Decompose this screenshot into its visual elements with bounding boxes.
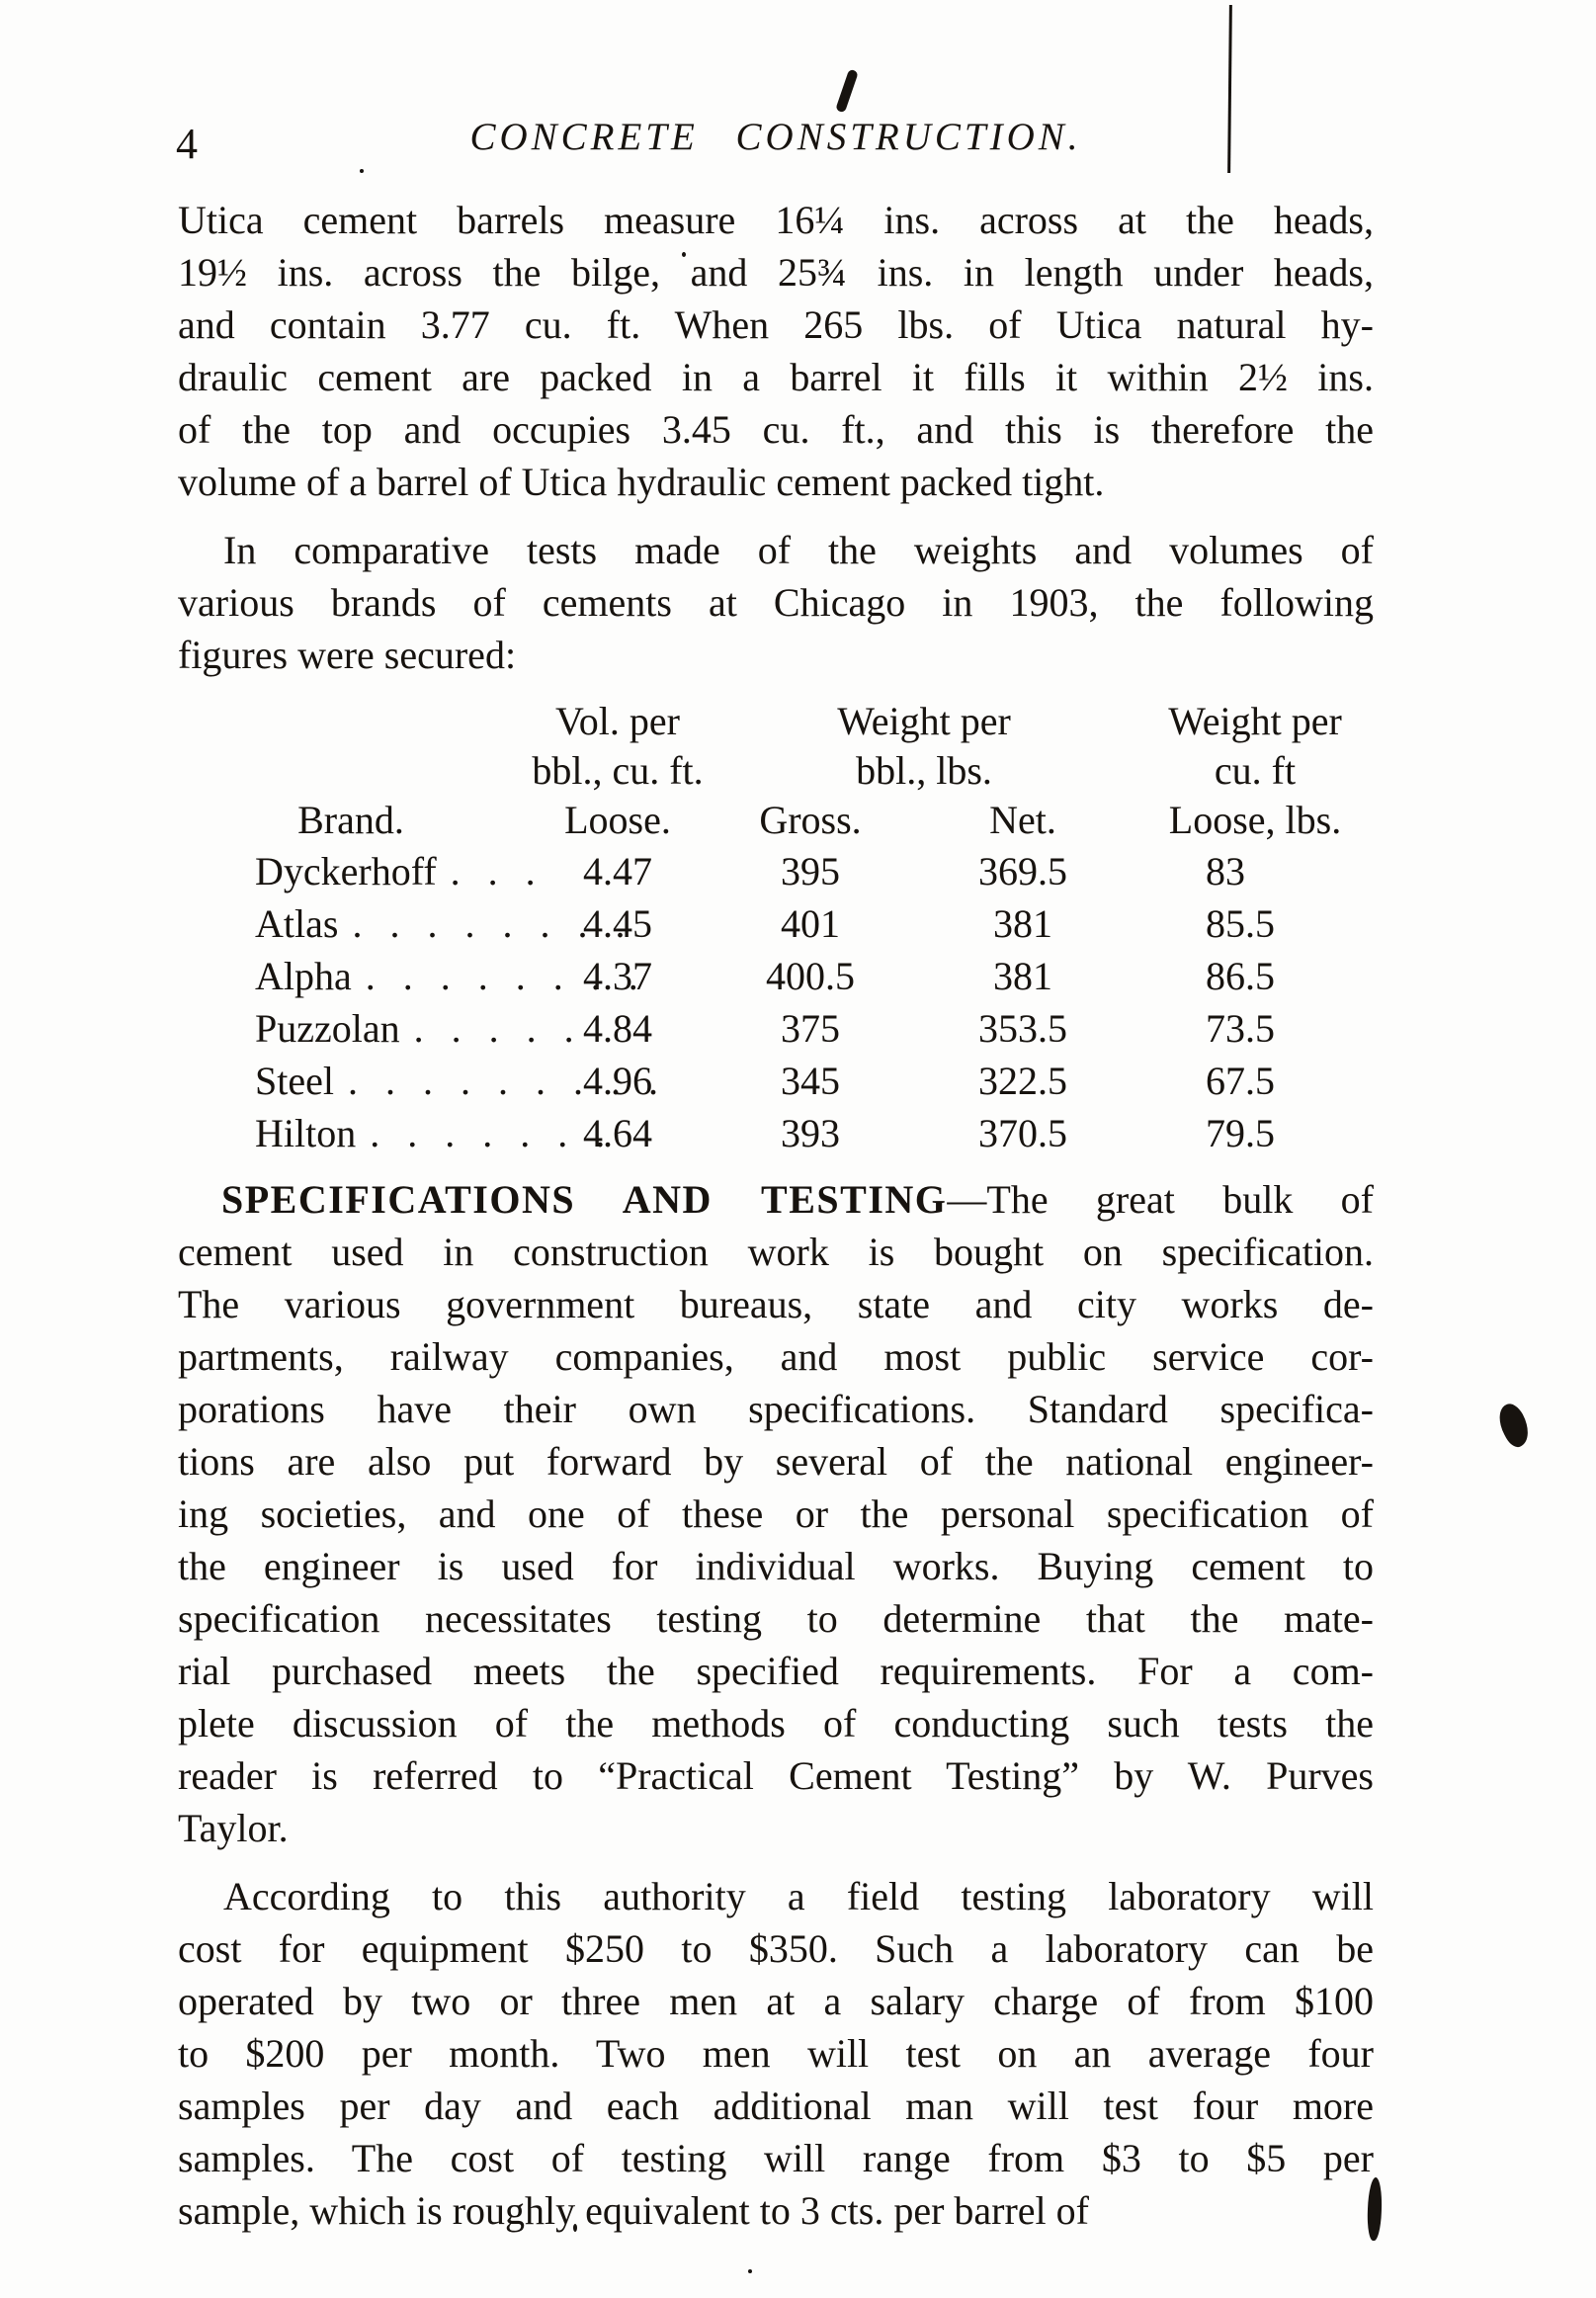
text-line: volume of a barrel of Utica hydraulic ce…	[178, 460, 1105, 504]
header-vol-per: Vol. per	[555, 699, 680, 743]
table-row: Steel. . . . . . . . . 4.96 345 322.5 67.5	[178, 1055, 1374, 1107]
cell-loose_lbs: 79.5	[1206, 1111, 1275, 1155]
cell-net: 353.5	[978, 1006, 1067, 1051]
text-line: sample, which is roughly equivalent to 3…	[178, 2188, 1089, 2233]
ink-stroke-artifact	[835, 68, 859, 114]
text-line: cost for equipment $250 to $350. Such a …	[178, 1926, 1374, 1971]
table-group-header-row-2: bbl., cu. ft. bbl., lbs. cu. ft	[178, 746, 1374, 796]
ink-speck	[682, 252, 686, 257]
ink-speck	[360, 169, 364, 173]
text-line: 19½ ins. across the bilge, and 25¾ ins. …	[178, 250, 1374, 295]
text-line: The various government bureaus, state an…	[178, 1282, 1374, 1326]
column-header-gross: Gross.	[759, 798, 862, 842]
spec-heading-rest: —The great bulk of	[947, 1177, 1374, 1222]
column-header-net: Net.	[989, 798, 1056, 842]
text-line: operated by two or three men at a salary…	[178, 1979, 1374, 2023]
text-line: figures were secured:	[178, 633, 517, 677]
table-body: Dyckerhoff. . . 4.47 395 369.5 83 Atlas. . . …	[178, 845, 1374, 1159]
cell-gross: 375	[781, 1006, 840, 1051]
header-weight-per-bbl: Weight per	[837, 699, 1011, 743]
cell-brand: Puzzolan. . . . .	[255, 1006, 583, 1051]
paragraph-authority: According to this authority a field test…	[178, 1870, 1374, 2237]
table-row: Hilton. . . . . . . 4.64 393 370.5 79.5	[178, 1107, 1374, 1159]
table-row: Atlas. . . . . . . . 4.45 401 381 85.5	[178, 897, 1374, 950]
cell-loose: 4.96	[583, 1059, 652, 1103]
text-line: According to this authority a field test…	[223, 1874, 1374, 1918]
cell-gross: 345	[781, 1059, 840, 1103]
cell-loose: 4.47	[583, 849, 652, 894]
cell-net: 370.5	[978, 1111, 1067, 1155]
cement-brands-table: Vol. per Weight per Weight per bbl., cu.…	[178, 697, 1374, 1159]
cell-net: 322.5	[978, 1059, 1067, 1103]
ink-speck	[573, 2224, 577, 2232]
paragraph-comparative-tests: In comparative tests made of the weights…	[178, 524, 1374, 681]
table-group-header-row-1: Vol. per Weight per Weight per	[178, 697, 1374, 746]
text-line: porations have their own specifications.…	[178, 1387, 1374, 1431]
text-line: plete discussion of the methods of condu…	[178, 1701, 1374, 1745]
paragraph-utica-barrels: Utica cement barrels measure 16¼ ins. ac…	[178, 194, 1374, 508]
cell-brand: Hilton. . . . . . .	[255, 1111, 615, 1155]
cell-loose: 4.37	[583, 954, 652, 998]
cell-gross: 400.5	[766, 954, 855, 998]
cell-gross: 401	[781, 901, 840, 946]
text-block: Utica cement barrels measure 16¼ ins. ac…	[178, 194, 1374, 2253]
cell-loose_lbs: 86.5	[1206, 954, 1275, 998]
cell-gross: 395	[781, 849, 840, 894]
header-bbl-lbs: bbl., lbs.	[856, 748, 992, 793]
cell-loose_lbs: 67.5	[1206, 1059, 1275, 1103]
text-line: Taylor.	[178, 1806, 289, 1850]
table-row: Puzzolan. . . . . 4.84 375 353.5 73.5	[178, 1002, 1374, 1055]
text-line: to $200 per month. Two men will test on …	[178, 2031, 1374, 2076]
page-number: 4	[176, 120, 198, 168]
cell-brand: Alpha. . . . . . . .	[255, 954, 647, 998]
cell-loose: 4.84	[583, 1006, 652, 1051]
column-header-loose-lbs: Loose, lbs.	[1168, 798, 1342, 842]
text-line: rial purchased meets the specified requi…	[178, 1649, 1374, 1693]
column-header-brand: Brand.	[297, 798, 404, 842]
text-line: samples. The cost of testing will range …	[178, 2136, 1374, 2180]
header-bbl-cuft: bbl., cu. ft.	[532, 748, 704, 793]
paragraph-specifications: SPECIFICATIONS AND TESTING—The great bul…	[178, 1173, 1374, 1854]
text-line: various brands of cements at Chicago in …	[178, 580, 1374, 625]
cell-loose_lbs: 73.5	[1206, 1006, 1275, 1051]
text-line: In comparative tests made of the weights…	[223, 528, 1374, 572]
cell-gross: 393	[781, 1111, 840, 1155]
cell-net: 381	[993, 901, 1052, 946]
cell-loose_lbs: 85.5	[1206, 901, 1275, 946]
text-line: specification necessitates testing to de…	[178, 1596, 1374, 1641]
cell-brand: Steel. . . . . . . . .	[255, 1059, 667, 1103]
cell-net: 369.5	[978, 849, 1067, 894]
cell-brand: Atlas. . . . . . . .	[255, 901, 634, 946]
header-weight-per-cuft: Weight per	[1168, 699, 1342, 743]
spec-paragraph-lines: cement used in construction work is boug…	[178, 1226, 1374, 1854]
cell-brand: Dyckerhoff. . .	[255, 849, 545, 894]
text-line: of the top and occupies 3.45 cu. ft., an…	[178, 407, 1374, 452]
table-row: Alpha. . . . . . . . 4.37 400.5 381 86.5	[178, 950, 1374, 1002]
column-header-loose: Loose.	[564, 798, 671, 842]
cell-net: 381	[993, 954, 1052, 998]
cell-loose: 4.45	[583, 901, 652, 946]
text-line: draulic cement are packed in a barrel it…	[178, 355, 1374, 399]
table-row: Dyckerhoff. . . 4.47 395 369.5 83	[178, 845, 1374, 897]
header-cuft: cu. ft	[1214, 748, 1297, 793]
cell-loose_lbs: 83	[1206, 849, 1245, 894]
ink-blot-artifact	[1492, 1400, 1536, 1451]
text-line: reader is referred to “Practical Cement …	[178, 1753, 1374, 1798]
ink-speck	[748, 2269, 752, 2273]
text-line: partments, railway companies, and most p…	[178, 1334, 1374, 1379]
text-line: tions are also put forward by several of…	[178, 1439, 1374, 1484]
spec-heading: SPECIFICATIONS AND TESTING	[221, 1177, 948, 1222]
text-line: Utica cement barrels measure 16¼ ins. ac…	[178, 198, 1374, 242]
text-line: the engineer is used for individual work…	[178, 1544, 1374, 1588]
running-header: CONCRETE CONSTRUCTION.	[469, 116, 1082, 158]
text-line: ing societies, and one of these or the p…	[178, 1491, 1374, 1536]
text-line: and contain 3.77 cu. ft. When 265 lbs. o…	[178, 302, 1374, 347]
table-column-header-row: Brand. Loose. Gross. Net. Loose, lbs.	[178, 796, 1374, 845]
spec-heading-line: SPECIFICATIONS AND TESTING—The great bul…	[178, 1173, 1374, 1226]
text-line: samples per day and each additional man …	[178, 2084, 1374, 2128]
cell-loose: 4.64	[583, 1111, 652, 1155]
text-line: cement used in construction work is boug…	[178, 1230, 1374, 1274]
